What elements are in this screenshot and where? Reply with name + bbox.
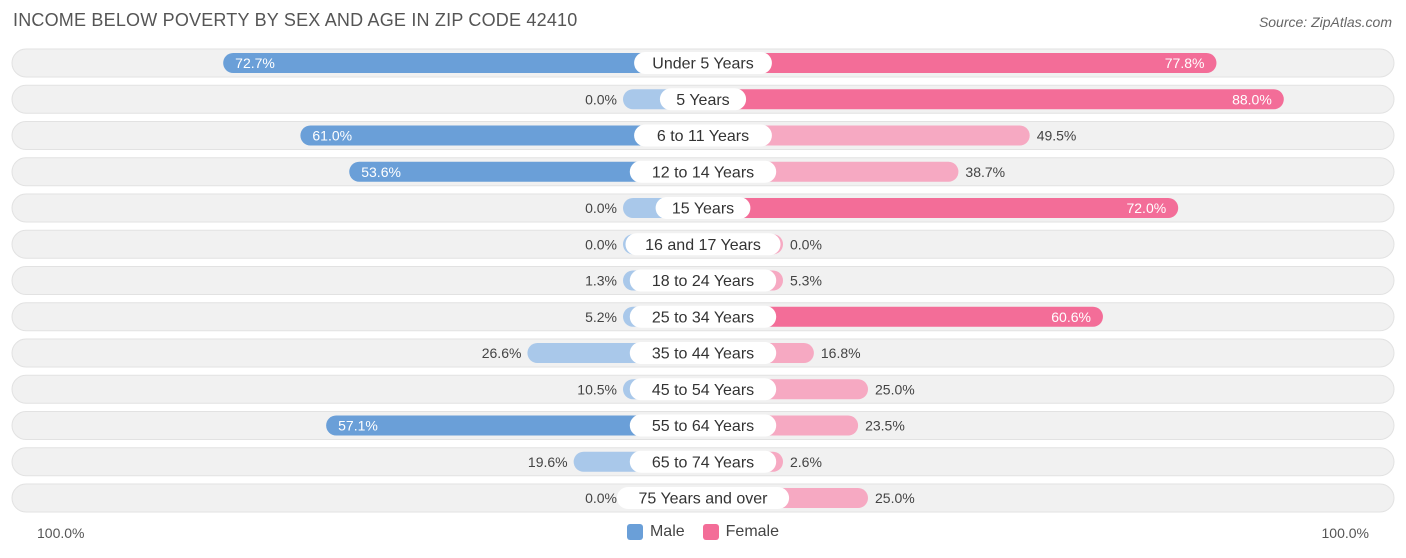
category-label: 6 to 11 Years <box>657 128 749 145</box>
male-value-label: 72.7% <box>235 55 275 71</box>
male-bar <box>349 161 703 182</box>
male-value-label: 0.0% <box>585 91 617 107</box>
male-value-label: 0.0% <box>585 236 617 252</box>
bar-chart: 72.7% 77.8% Under 5 Years 0.0% 88.0% 5 Years 6… <box>11 48 1395 513</box>
category-pill <box>629 450 777 473</box>
category-label: 16 and 17 Years <box>645 237 761 254</box>
male-value-label: 0.0% <box>585 200 617 216</box>
male-value-label: 26.6% <box>482 345 522 361</box>
female-value-label: 5.3% <box>790 273 822 289</box>
female-value-label: 38.7% <box>965 164 1005 180</box>
legend-item-female[interactable]: Female <box>702 523 780 541</box>
legend-female-label: Female <box>725 523 780 540</box>
category-pill <box>634 124 772 147</box>
category-label: 65 to 74 Years <box>652 454 754 471</box>
female-bar <box>703 198 1179 218</box>
axis-right-label: 100.0% <box>1321 525 1369 541</box>
male-bar <box>223 53 703 73</box>
category-label: 15 Years <box>672 201 734 218</box>
male-value-label: 0.0% <box>585 490 617 506</box>
source-label: Source: ZipAtlas.com <box>1258 14 1392 30</box>
female-bar <box>703 89 1284 110</box>
male-value-label: 57.1% <box>338 418 378 434</box>
category-pill <box>629 269 777 292</box>
category-label: 5 Years <box>676 92 729 109</box>
category-label: 18 to 24 Years <box>652 273 754 290</box>
female-swatch <box>702 524 719 540</box>
category-pill <box>634 52 772 74</box>
female-value-label: 23.5% <box>865 418 905 434</box>
female-value-label: 25.0% <box>875 381 915 397</box>
category-label: Under 5 Years <box>652 56 753 73</box>
category-label: 45 to 54 Years <box>652 382 754 399</box>
axis-left-label: 100.0% <box>37 525 85 541</box>
legend: Male Female <box>0 523 1406 541</box>
male-value-label: 53.6% <box>361 164 401 180</box>
male-bar <box>326 415 703 436</box>
category-pill <box>659 88 747 111</box>
category-label: 12 to 14 Years <box>652 164 754 181</box>
category-pill <box>629 378 777 401</box>
female-value-label: 0.0% <box>790 236 822 252</box>
male-bar <box>300 125 703 146</box>
female-value-label: 60.6% <box>1051 309 1091 325</box>
male-value-label: 19.6% <box>528 454 568 470</box>
category-pill <box>625 233 781 256</box>
category-pill <box>629 160 777 183</box>
male-value-label: 5.2% <box>585 309 617 325</box>
chart-title: INCOME BELOW POVERTY BY SEX AND AGE IN Z… <box>13 10 578 30</box>
category-label: 35 to 44 Years <box>652 346 754 363</box>
category-pill <box>629 414 777 437</box>
female-value-label: 72.0% <box>1126 200 1166 216</box>
female-bar <box>703 306 1103 327</box>
female-bar <box>703 53 1217 73</box>
female-value-label: 77.8% <box>1165 55 1205 71</box>
female-value-label: 88.0% <box>1232 91 1272 107</box>
category-pill <box>629 342 777 364</box>
female-bar <box>703 125 1030 146</box>
legend-item-male[interactable]: Male <box>626 523 685 541</box>
category-pill <box>616 487 790 509</box>
female-value-label: 16.8% <box>821 345 861 361</box>
male-swatch <box>626 524 643 540</box>
male-value-label: 10.5% <box>577 381 617 397</box>
female-value-label: 2.6% <box>790 454 822 470</box>
female-value-label: 25.0% <box>875 490 915 506</box>
category-pill <box>629 305 777 328</box>
female-value-label: 49.5% <box>1037 128 1077 144</box>
male-value-label: 61.0% <box>312 128 352 144</box>
legend-male-label: Male <box>649 523 685 540</box>
category-label: 55 to 64 Years <box>652 418 754 435</box>
male-value-label: 1.3% <box>585 273 617 289</box>
category-label: 75 Years and over <box>639 491 769 508</box>
category-label: 25 to 34 Years <box>652 309 754 326</box>
category-pill <box>655 197 751 219</box>
